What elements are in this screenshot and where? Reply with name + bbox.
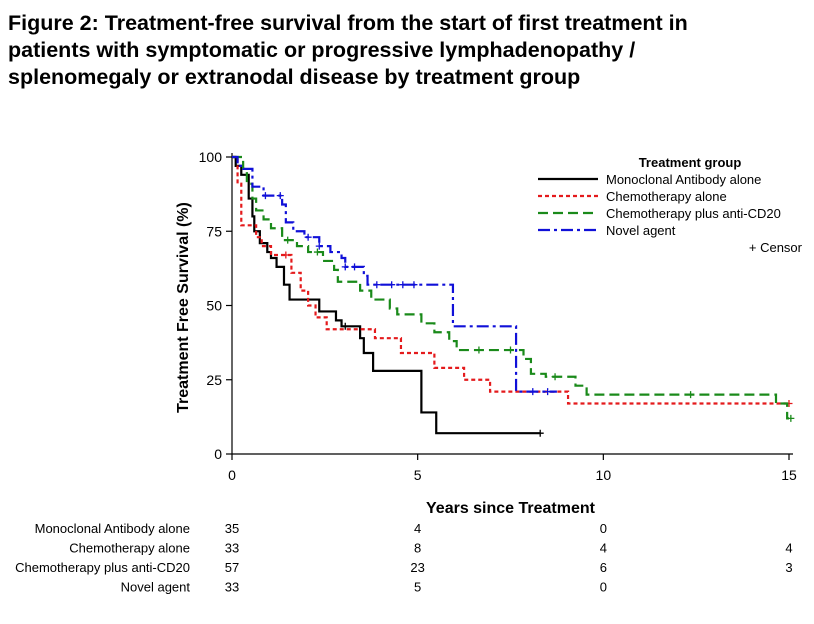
censor-mark xyxy=(304,233,312,241)
censor-mark xyxy=(551,373,559,381)
censor-mark xyxy=(276,192,284,200)
risk-table-count: 8 xyxy=(414,541,421,556)
figure-title-line: patients with symptomatic or progressive… xyxy=(8,38,636,62)
survival-curves xyxy=(232,155,795,437)
censor-mark xyxy=(261,192,269,200)
y-tick-label: 50 xyxy=(206,298,222,314)
legend: Treatment group Monoclonal Antibody alone… xyxy=(538,155,803,255)
risk-table-count: 33 xyxy=(225,580,239,595)
y-tick-label: 75 xyxy=(206,223,222,239)
risk-table-count: 6 xyxy=(600,560,607,575)
series-chemotherapy-alone xyxy=(232,155,793,408)
x-axis-label: Years since Treatment xyxy=(426,500,596,517)
y-tick-label: 0 xyxy=(214,446,222,462)
risk-table: Monoclonal Antibody alone 35 4 0Chemotherap… xyxy=(15,521,792,595)
risk-table-row-label: Chemotherapy plus anti-CD20 xyxy=(15,560,190,575)
censor-mark xyxy=(787,414,795,422)
risk-table-row-label: Novel agent xyxy=(121,580,191,595)
survival-curve xyxy=(232,155,789,405)
survival-curve xyxy=(232,155,557,393)
legend-entry: Novel agent xyxy=(606,223,676,238)
legend-entry: Chemotherapy plus anti-CD20 xyxy=(606,206,781,221)
y-axis-label: Treatment Free Survival (%) xyxy=(175,202,192,413)
figure-title-line: splenomegaly or extranodal disease by tr… xyxy=(8,65,581,89)
censor-mark xyxy=(341,263,349,271)
risk-table-count: 57 xyxy=(225,560,239,575)
censor-mark xyxy=(687,391,695,399)
censor-mark xyxy=(544,388,552,396)
y-tick-label: 100 xyxy=(199,149,223,165)
censor-mark xyxy=(507,346,514,354)
series-chemotherapy-plus-anti-cd20 xyxy=(232,155,795,422)
risk-table-count: 0 xyxy=(600,521,607,536)
x-tick-label: 10 xyxy=(596,467,612,483)
x-tick-label: 5 xyxy=(414,467,422,483)
survival-curve xyxy=(232,155,541,435)
figure-title-line: Figure 2: Treatment-free survival from t… xyxy=(8,11,688,35)
censor-mark xyxy=(315,242,323,250)
risk-table-count: 33 xyxy=(225,541,239,556)
censor-mark xyxy=(475,346,483,354)
censor-mark xyxy=(351,263,359,271)
risk-table-count: 4 xyxy=(600,541,607,556)
legend-title: Treatment group xyxy=(639,155,742,170)
figure-title: Figure 2: Treatment-free survival from t… xyxy=(8,10,808,91)
censor-mark xyxy=(284,236,292,244)
y-tick-label: 25 xyxy=(206,372,222,388)
censor-mark xyxy=(282,251,290,259)
censor-mark xyxy=(410,281,418,289)
x-tick-label: 0 xyxy=(228,467,236,483)
risk-table-count: 4 xyxy=(414,521,421,536)
risk-table-count: 23 xyxy=(410,560,424,575)
x-tick-label: 15 xyxy=(781,467,797,483)
series-novel-agent xyxy=(232,155,557,396)
censor-mark xyxy=(341,322,349,330)
series-monoclonal-antibody-alone xyxy=(232,155,544,437)
risk-table-row-label: Monoclonal Antibody alone xyxy=(35,521,190,536)
censor-mark xyxy=(536,429,544,437)
censor-mark xyxy=(373,281,381,289)
risk-table-count: 5 xyxy=(414,580,421,595)
legend-entry: Chemotherapy alone xyxy=(606,189,727,204)
legend-entry: Monoclonal Antibody alone xyxy=(606,172,761,187)
censor-mark xyxy=(313,248,321,256)
risk-table-count: 0 xyxy=(600,580,607,595)
risk-table-count: 4 xyxy=(785,541,792,556)
censor-mark xyxy=(399,281,407,289)
risk-table-count: 35 xyxy=(225,521,239,536)
censor-mark xyxy=(529,388,537,396)
axes: 0 25 50 75 100 0 5 10 15 Years since Treatment Tre… xyxy=(175,149,797,517)
risk-table-row-label: Chemotherapy alone xyxy=(69,541,190,556)
risk-table-count: 3 xyxy=(785,560,792,575)
censor-mark xyxy=(388,281,396,289)
legend-censor: + Censor xyxy=(749,240,803,255)
